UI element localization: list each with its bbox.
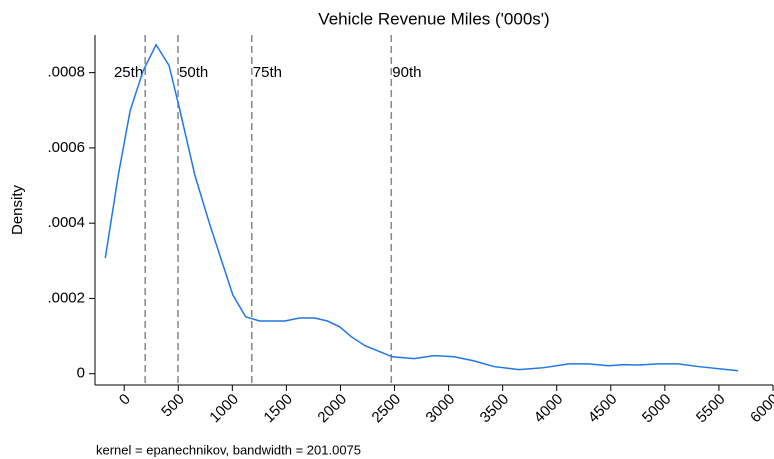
density-line	[104, 43, 739, 372]
x-tick-label: 5500	[693, 391, 729, 427]
x-tick-label: 3000	[423, 391, 459, 427]
percentile-label: 25th	[114, 64, 143, 81]
y-tick-label: 0	[77, 365, 85, 382]
x-tick-label: 4500	[585, 391, 621, 427]
x-tick-label: 3500	[477, 391, 513, 427]
x-tick-label: 2000	[314, 391, 350, 427]
percentile-label: 75th	[253, 64, 282, 81]
x-tick-label: 1500	[260, 391, 296, 427]
y-axis-label: Density	[9, 184, 26, 235]
percentile-label: 90th	[392, 64, 421, 81]
note: kernel = epanechnikov, bandwidth = 201.0…	[96, 442, 361, 457]
x-tick-label: 500	[158, 391, 188, 421]
x-tick-label: 6000	[747, 391, 774, 427]
x-tick-label: 2500	[369, 391, 405, 427]
y-tick-label: .0002	[47, 289, 85, 306]
y-tick-label: .0006	[47, 139, 85, 156]
percentile-label: 50th	[179, 64, 208, 81]
x-tick-label: 5000	[639, 391, 675, 427]
x-tick-label: 1000	[206, 391, 242, 427]
y-tick-label: .0004	[47, 214, 85, 231]
x-tick-label: 0	[116, 391, 134, 409]
chart-title: Vehicle Revenue Miles ('000s')	[318, 9, 549, 28]
y-tick-label: .0008	[47, 64, 85, 81]
x-tick-label: 4000	[531, 391, 567, 427]
